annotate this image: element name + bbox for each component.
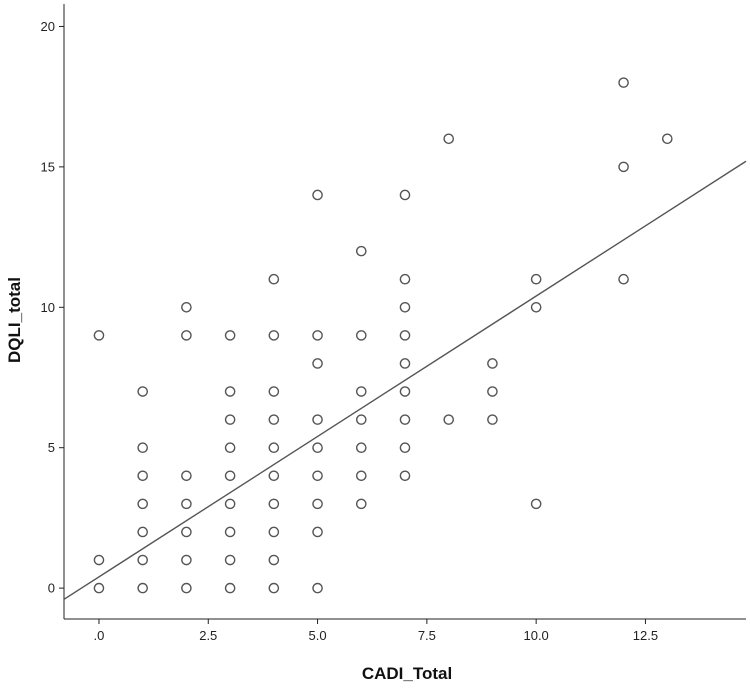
- data-point: [312, 414, 323, 425]
- data-point: [312, 526, 323, 538]
- data-point: [312, 442, 323, 453]
- data-point: [399, 330, 411, 341]
- y-tick-label: 20: [41, 19, 55, 34]
- data-point: [224, 554, 236, 566]
- data-point: [618, 77, 629, 88]
- data-point: [137, 470, 148, 482]
- data-point: [224, 386, 236, 397]
- data-point: [355, 330, 367, 341]
- data-point: [530, 273, 542, 285]
- y-tick-label: 15: [41, 159, 55, 174]
- data-point: [224, 330, 236, 341]
- data-point: [224, 442, 236, 453]
- data-point: [399, 414, 411, 425]
- data-point: [137, 582, 148, 594]
- data-point: [93, 554, 105, 566]
- data-point: [355, 498, 367, 510]
- x-tick-label: 2.5: [199, 628, 217, 643]
- data-point: [268, 554, 280, 566]
- data-point: [268, 414, 280, 425]
- data-point: [530, 498, 542, 510]
- data-point: [268, 582, 280, 594]
- x-tick-label: 10.0: [523, 628, 548, 643]
- data-point: [355, 470, 367, 482]
- data-point: [399, 386, 411, 397]
- data-point: [93, 330, 105, 341]
- data-point: [268, 386, 280, 397]
- data-point: [399, 442, 411, 453]
- data-point: [268, 498, 280, 510]
- data-point: [224, 414, 236, 425]
- data-point: [181, 330, 192, 341]
- data-point: [312, 330, 323, 341]
- data-point: [268, 442, 280, 453]
- data-point: [399, 189, 411, 201]
- axes: 0 5 10 15 20 .0 2.5 5.0 7.5 10.0 12.5: [41, 4, 746, 643]
- data-point: [618, 161, 629, 173]
- data-point: [399, 273, 411, 285]
- data-point: [137, 526, 148, 538]
- data-point: [181, 301, 192, 313]
- data-point: [224, 498, 236, 510]
- data-point: [399, 301, 411, 313]
- y-tick-label: 10: [41, 300, 55, 315]
- data-point: [137, 554, 148, 566]
- x-tick-label: 12.5: [633, 628, 658, 643]
- y-tick-label: 5: [48, 440, 55, 455]
- data-point: [268, 526, 280, 538]
- data-point: [487, 358, 498, 369]
- data-point: [443, 133, 455, 145]
- data-point: [137, 386, 148, 397]
- x-tick-label: 5.0: [309, 628, 327, 643]
- data-point: [181, 526, 192, 538]
- x-axis-title: CADI_Total: [362, 664, 452, 683]
- data-point: [312, 582, 323, 594]
- data-point: [443, 414, 455, 425]
- data-point: [355, 414, 367, 425]
- y-axis-title: DQLI_total: [5, 277, 24, 363]
- data-point: [268, 330, 280, 341]
- data-point: [93, 582, 105, 594]
- data-point: [312, 358, 323, 369]
- data-point: [224, 470, 236, 482]
- data-point: [355, 442, 367, 453]
- data-point: [181, 582, 192, 594]
- data-point: [181, 498, 192, 510]
- x-tick-label: 7.5: [418, 628, 436, 643]
- data-point: [181, 470, 192, 482]
- data-point: [137, 442, 148, 453]
- data-point: [355, 386, 367, 397]
- data-point: [618, 273, 629, 285]
- data-point: [224, 582, 236, 594]
- data-point: [312, 498, 323, 510]
- data-point: [268, 470, 280, 482]
- fit-line: [63, 160, 747, 600]
- x-tick-label: .0: [94, 628, 105, 643]
- data-point: [530, 301, 542, 313]
- data-point: [312, 470, 323, 482]
- data-point: [181, 554, 192, 566]
- data-point: [399, 470, 411, 482]
- data-point: [224, 526, 236, 538]
- data-point: [662, 133, 673, 145]
- fit-line-group: [63, 160, 747, 600]
- data-point: [487, 414, 498, 425]
- data-point: [355, 245, 367, 257]
- data-point: [312, 189, 323, 201]
- y-tick-label: 0: [48, 581, 55, 596]
- data-point: [137, 498, 148, 510]
- data-point: [487, 386, 498, 397]
- data-point: [268, 273, 280, 285]
- data-point: [399, 358, 411, 369]
- points-group: [93, 77, 673, 594]
